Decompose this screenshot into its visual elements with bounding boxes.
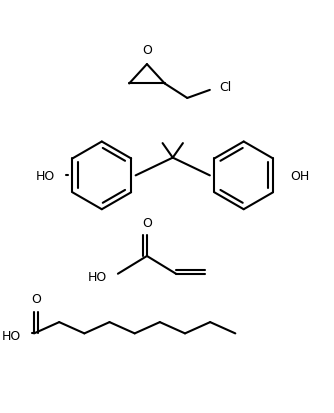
Text: O: O <box>142 216 152 229</box>
Text: O: O <box>31 293 41 306</box>
Text: HO: HO <box>2 329 21 342</box>
Text: HO: HO <box>36 169 55 183</box>
Text: O: O <box>142 44 152 57</box>
Text: OH: OH <box>291 169 310 183</box>
Text: Cl: Cl <box>219 81 232 94</box>
Text: HO: HO <box>88 270 107 283</box>
